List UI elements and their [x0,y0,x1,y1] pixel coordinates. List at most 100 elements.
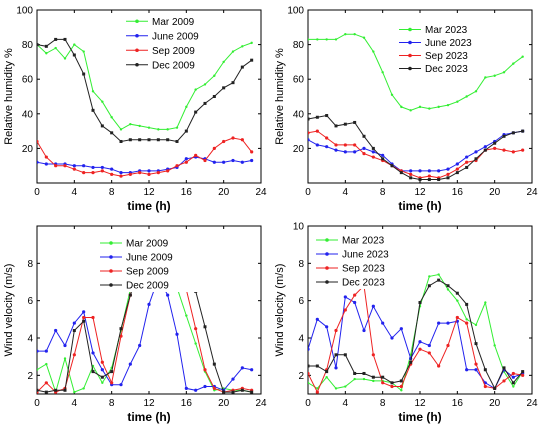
series-line [308,279,524,390]
data-point [119,334,123,338]
data-point [343,353,347,357]
legend-marker [109,269,113,273]
y-tick-label: 40 [22,109,34,120]
y-axis-label: Relative humidity % [274,48,286,145]
y-axis-label: Wind velocity (m/s) [274,264,286,357]
legend-marker [135,33,139,38]
data-point [315,115,319,119]
data-point [54,46,57,50]
data-point [194,388,198,392]
data-point [166,293,170,297]
data-point [138,124,141,128]
data-point [44,155,48,159]
data-point [240,366,244,370]
data-point [371,304,375,308]
data-point [241,45,244,48]
legend-marker [408,66,412,71]
data-point [455,162,459,166]
data-point [343,150,347,154]
data-point [175,139,179,143]
data-point [37,388,39,392]
data-point [222,160,226,164]
data-point [493,386,497,390]
data-point [437,105,440,109]
series-sep-2023 [308,284,525,394]
legend-marker [325,252,329,256]
data-point [110,167,114,171]
series-line [308,296,523,390]
x-tick-label: 12 [143,398,155,409]
legend-label: Sep 2009 [126,267,169,278]
data-point [446,103,450,107]
data-point [308,347,310,351]
data-point [101,381,104,384]
data-point [446,343,450,348]
data-point [156,138,160,142]
data-point [147,138,151,142]
y-tick-label: 2 [27,371,33,382]
data-point [119,171,123,175]
data-point [308,364,310,368]
y-tick-label: 20 [22,144,34,155]
data-point [372,50,375,53]
legend-label: June 2009 [126,253,173,264]
data-point [371,150,375,154]
data-point [72,167,76,171]
series-sep-2023 [308,129,525,180]
data-point [45,362,48,366]
data-point [483,368,487,372]
data-point [455,167,459,171]
data-point [325,376,328,379]
data-point [353,300,357,305]
data-point [315,364,319,368]
data-point [185,314,188,317]
data-point [483,145,487,149]
series-dec-2023 [308,114,525,182]
data-point [82,50,85,53]
data-point [390,336,394,340]
data-point [512,385,515,388]
series-june-2009 [37,155,254,175]
y-tick-label: 60 [22,75,34,86]
legend-marker [135,62,139,67]
data-point [72,353,76,357]
data-point [381,153,385,157]
y-axis-label: Wind velocity (m/s) [3,264,15,357]
series-line [37,277,252,391]
data-point [119,327,123,331]
data-point [91,90,95,93]
data-point [212,362,216,366]
data-point [353,293,357,297]
data-point [409,109,412,112]
data-point [63,343,67,348]
data-point [362,371,366,375]
data-point [175,126,179,129]
data-point [428,275,431,278]
legend-marker [408,40,412,45]
data-point [484,301,487,304]
data-point [82,72,86,76]
x-tick-label: 20 [218,398,230,409]
data-point [231,390,235,394]
data-point [409,172,413,176]
x-tick-label: 8 [380,398,386,409]
legend-label: Mar 2023 [425,25,468,36]
data-point [315,390,319,394]
data-point [343,122,347,126]
y-tick-label: 80 [22,40,34,51]
data-point [334,143,338,147]
data-point [511,381,515,385]
x-tick-label: 4 [72,398,78,409]
data-point [427,343,431,348]
data-point [110,131,114,135]
data-point [100,165,104,170]
data-point [465,160,469,164]
data-point [54,328,58,333]
data-point [409,169,413,173]
x-axis-label: time (h) [398,199,441,213]
legend-label: Sep 2023 [342,264,385,275]
data-point [521,129,525,133]
data-point [474,157,478,161]
x-tick-label: 16 [452,398,464,409]
